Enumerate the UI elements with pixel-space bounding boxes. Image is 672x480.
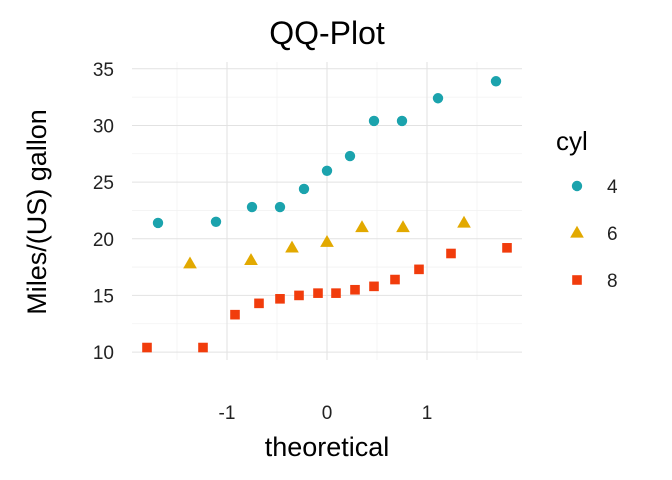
data-point-cyl-6 xyxy=(457,215,471,228)
y-axis-title: Miles/(US) gallon xyxy=(22,109,52,315)
data-point-cyl-4 xyxy=(368,115,380,127)
data-point-cyl-8 xyxy=(230,309,240,320)
legend-label-cyl-4: 4 xyxy=(607,177,618,198)
x-tick-label: -1 xyxy=(219,403,236,424)
data-point-cyl-4 xyxy=(321,165,333,176)
data-point-cyl-4 xyxy=(344,150,356,162)
data-point-cyl-8 xyxy=(198,342,208,353)
data-point-cyl-4 xyxy=(152,217,164,229)
data-point-cyl-4 xyxy=(298,183,310,195)
legend-title: cyl xyxy=(556,126,588,156)
y-tick-label: 15 xyxy=(93,286,114,307)
y-tick-label: 30 xyxy=(93,116,114,137)
data-point-cyl-8 xyxy=(502,243,512,253)
data-point-cyl-8 xyxy=(369,281,379,292)
data-point-cyl-6 xyxy=(396,220,410,233)
legend-label-cyl-6: 6 xyxy=(607,224,618,245)
x-axis-title: theoretical xyxy=(265,432,390,462)
y-tick-label: 20 xyxy=(93,230,114,251)
data-point-cyl-4 xyxy=(246,201,258,213)
legend: cyl 4 6 8 xyxy=(556,126,618,292)
data-point-cyl-4 xyxy=(432,93,444,104)
data-point-cyl-8 xyxy=(446,248,456,259)
legend-label-cyl-8: 8 xyxy=(607,271,618,292)
y-tick-label: 35 xyxy=(93,60,114,81)
legend-key-cyl-8 xyxy=(572,275,582,285)
data-point-cyl-4 xyxy=(396,115,408,127)
data-point-cyl-6 xyxy=(244,253,258,265)
data-point-cyl-8 xyxy=(390,274,400,285)
grid-major-lines xyxy=(132,62,522,360)
y-tick-labels: 10 15 20 25 30 35 xyxy=(93,60,114,364)
data-point-cyl-6 xyxy=(320,234,334,247)
data-points xyxy=(142,76,512,353)
x-tick-labels: -1 0 1 xyxy=(219,403,433,424)
data-point-cyl-6 xyxy=(183,256,197,269)
data-point-cyl-8 xyxy=(275,294,285,304)
x-tick-label: 0 xyxy=(322,403,333,424)
legend-key-cyl-4 xyxy=(571,180,583,192)
y-tick-label: 25 xyxy=(93,173,114,194)
data-point-cyl-8 xyxy=(414,264,424,275)
data-point-cyl-8 xyxy=(313,288,323,298)
data-point-cyl-8 xyxy=(142,342,152,353)
data-point-cyl-4 xyxy=(210,216,222,227)
data-point-cyl-8 xyxy=(350,284,360,295)
data-point-cyl-8 xyxy=(294,290,304,301)
data-point-cyl-8 xyxy=(331,288,341,298)
x-tick-label: 1 xyxy=(422,403,433,424)
chart-title: QQ-Plot xyxy=(269,15,385,51)
data-point-cyl-4 xyxy=(490,76,502,87)
data-point-cyl-4 xyxy=(274,201,286,213)
legend-key-cyl-6 xyxy=(570,225,584,238)
data-point-cyl-6 xyxy=(355,220,369,233)
data-point-cyl-6 xyxy=(285,240,299,253)
data-point-cyl-8 xyxy=(254,298,264,309)
y-tick-label: 10 xyxy=(93,343,114,364)
